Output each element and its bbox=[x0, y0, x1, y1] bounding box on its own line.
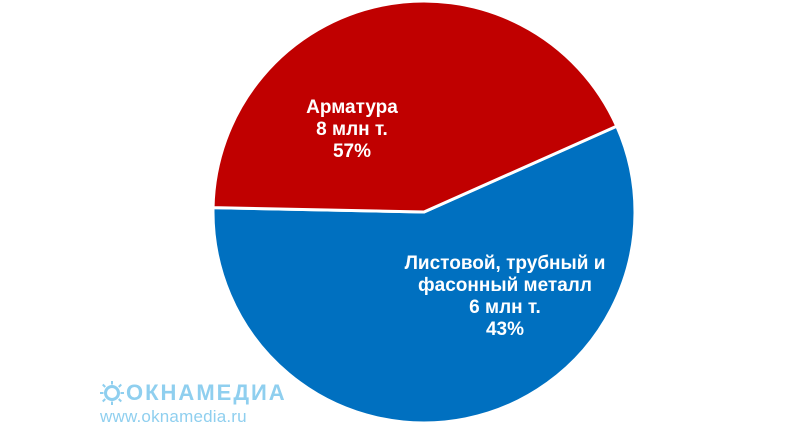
watermark: ОКНАМЕДИА www.oknamedia.ru bbox=[100, 380, 287, 427]
slice-label-2: Листовой, трубный и фасонный металл 6 млн … bbox=[405, 253, 606, 340]
slice-label-line: 8 млн т. bbox=[316, 119, 388, 140]
slice-label-line: фасонный металл bbox=[418, 275, 592, 296]
pie-slice-2 bbox=[211, 0, 619, 214]
watermark-logo-row: ОКНАМЕДИА bbox=[100, 380, 287, 405]
slice-label-line: 6 млн т. bbox=[469, 297, 541, 318]
slice-label-line: Листовой, трубный и bbox=[405, 253, 606, 274]
watermark-logo: ОКНАМЕДИА bbox=[126, 380, 287, 405]
slice-label-line: Арматура bbox=[306, 97, 398, 118]
slice-label-line: 57% bbox=[333, 141, 371, 162]
pie-slice-1 bbox=[211, 124, 637, 425]
slice-label-line: 43% bbox=[486, 319, 524, 340]
sun-icon bbox=[100, 381, 124, 405]
watermark-url: www.oknamedia.ru bbox=[100, 407, 247, 426]
slice-label-1: Арматура 8 млн т. 57% bbox=[306, 97, 398, 162]
